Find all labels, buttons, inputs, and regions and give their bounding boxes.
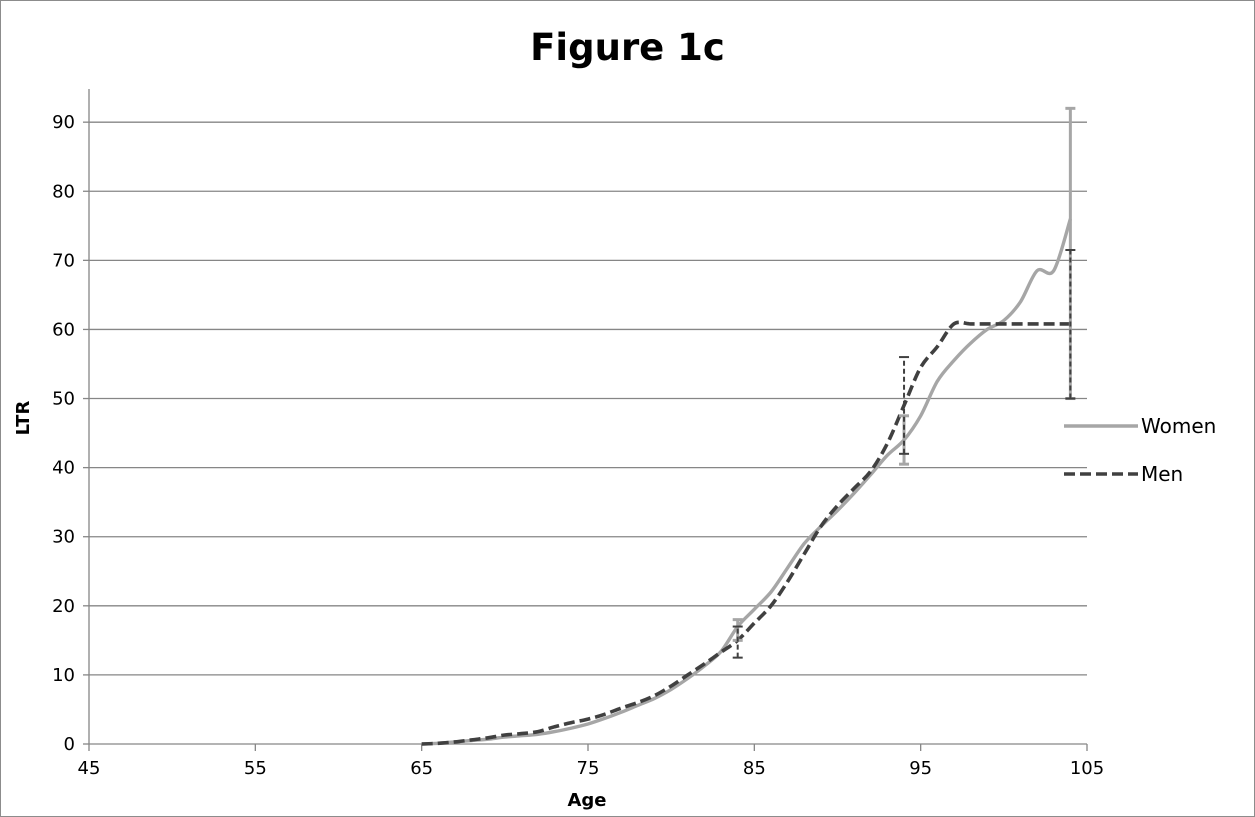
x-tick-label: 65 — [410, 758, 433, 779]
legend: Women Men — [1064, 414, 1216, 486]
y-tick-label: 60 — [52, 319, 75, 340]
y-tick-label: 80 — [52, 181, 75, 202]
y-tick-label: 0 — [64, 734, 75, 755]
x-tick-label: 95 — [909, 758, 932, 779]
y-tick-label: 30 — [52, 527, 75, 548]
legend-label-women: Women — [1141, 414, 1216, 438]
series-line-men — [421, 320, 1071, 746]
x-tick-label: 105 — [1070, 758, 1104, 779]
y-tick-label: 40 — [52, 458, 75, 479]
axes — [83, 89, 1088, 751]
y-tick-labels: 0 10 20 30 40 50 60 70 80 90 — [52, 112, 75, 755]
y-tick-label: 20 — [52, 596, 75, 617]
error-bars — [732, 106, 1076, 659]
gridlines — [89, 121, 1087, 676]
y-tick-label: 10 — [52, 665, 75, 686]
x-tick-labels: 45 55 65 75 85 95 105 — [78, 758, 1105, 779]
y-axis-label: LTR — [13, 401, 34, 436]
series-line-women — [421, 218, 1073, 746]
x-axis-label: Age — [567, 790, 606, 811]
y-tick-label: 70 — [52, 250, 75, 271]
x-tick-label: 75 — [577, 758, 600, 779]
x-tick-label: 45 — [78, 758, 101, 779]
x-tick-label: 55 — [244, 758, 267, 779]
series-lines — [421, 218, 1073, 746]
chart-title: Figure 1c — [530, 26, 725, 69]
legend-label-men: Men — [1141, 462, 1183, 486]
y-tick-label: 90 — [52, 112, 75, 133]
x-tick-label: 85 — [743, 758, 766, 779]
y-tick-label: 50 — [52, 389, 75, 410]
